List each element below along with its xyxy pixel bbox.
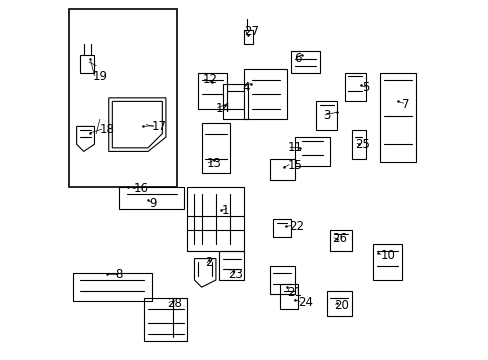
Bar — [223, 84, 247, 119]
Bar — [69, 9, 176, 187]
Bar — [80, 55, 94, 73]
Text: 21: 21 — [287, 286, 302, 299]
Text: 16: 16 — [134, 183, 148, 195]
Text: 7: 7 — [401, 99, 408, 112]
Bar — [198, 73, 226, 109]
Bar — [73, 273, 151, 301]
Text: 5: 5 — [362, 81, 369, 94]
Bar — [280, 284, 298, 309]
Text: 12: 12 — [203, 73, 217, 86]
Text: 19: 19 — [93, 70, 107, 83]
Bar — [201, 123, 230, 173]
Text: 1: 1 — [221, 204, 228, 217]
Bar — [144, 298, 187, 341]
Bar — [380, 73, 415, 162]
Text: 6: 6 — [293, 52, 301, 65]
Text: 23: 23 — [228, 268, 243, 281]
Bar — [269, 158, 294, 180]
Text: 4: 4 — [242, 81, 250, 94]
Text: 2: 2 — [205, 256, 212, 269]
Text: 15: 15 — [287, 159, 302, 172]
Bar — [219, 251, 244, 280]
Text: 8: 8 — [115, 268, 122, 281]
Bar — [372, 244, 401, 280]
Text: 13: 13 — [206, 157, 221, 170]
Text: 18: 18 — [100, 123, 115, 136]
Bar — [119, 187, 183, 208]
Bar — [244, 69, 287, 119]
Text: 28: 28 — [166, 297, 182, 310]
Text: 25: 25 — [354, 138, 369, 151]
Text: 3: 3 — [323, 109, 330, 122]
Text: 27: 27 — [244, 25, 258, 38]
Bar — [326, 291, 351, 316]
Text: 24: 24 — [298, 296, 312, 309]
Text: 22: 22 — [288, 220, 304, 233]
Text: 20: 20 — [333, 298, 348, 311]
Text: 10: 10 — [380, 248, 394, 261]
Text: 17: 17 — [151, 120, 166, 133]
Text: 14: 14 — [216, 102, 230, 115]
Bar — [290, 51, 319, 73]
Text: 26: 26 — [331, 233, 346, 246]
Bar — [269, 266, 294, 294]
Bar — [351, 130, 365, 158]
Bar — [244, 30, 253, 44]
Text: 9: 9 — [149, 197, 156, 210]
Text: 11: 11 — [287, 141, 303, 154]
